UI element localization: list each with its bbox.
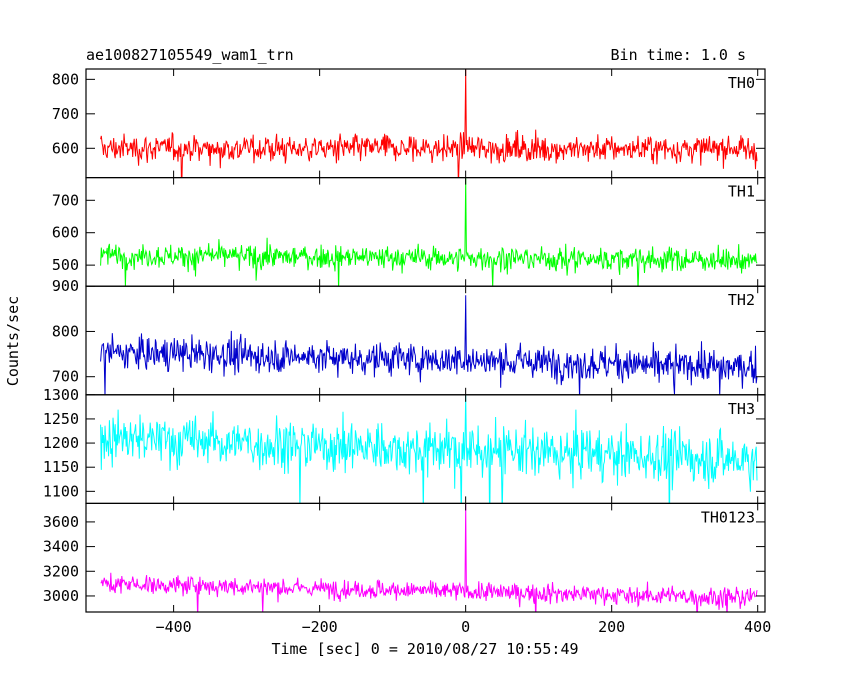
- x-tick-label: 0: [461, 618, 470, 636]
- y-tick-label: 1100: [43, 482, 79, 500]
- y-tick-label: 500: [52, 256, 79, 274]
- panel-th0: 600 700 800 TH0: [52, 68, 766, 179]
- y-tick-label: 900: [52, 277, 79, 295]
- series-line-th1: [100, 177, 758, 287]
- series-line-th0123: [100, 503, 758, 612]
- y-tick-label: 3000: [43, 587, 79, 605]
- panel-label-th0: TH0: [728, 74, 755, 92]
- chart-title: ae100827105549_wam1_trn: [86, 46, 294, 64]
- panel-th3: 1100 1150 1200 1250 1300 TH3: [43, 386, 766, 504]
- panel-label-th1: TH1: [728, 183, 755, 201]
- series-line-th2: [100, 295, 758, 395]
- y-tick-label: 600: [52, 224, 79, 242]
- x-tick-label: −400: [156, 618, 192, 636]
- y-tick-label: 800: [52, 70, 79, 88]
- y-tick-label: 700: [52, 191, 79, 209]
- y-tick-label: 3200: [43, 562, 79, 580]
- y-tick-label: 700: [52, 105, 79, 123]
- y-tick-label: 3400: [43, 538, 79, 556]
- bin-time-label: Bin time: 1.0 s: [611, 46, 746, 64]
- y-tick-label: 700: [52, 368, 79, 386]
- panel-label-th3: TH3: [728, 400, 755, 418]
- panel-frame: [85, 68, 766, 179]
- panel-label-th2: TH2: [728, 291, 755, 309]
- panel-frame: [85, 285, 766, 396]
- series-line-th0: [100, 69, 758, 178]
- x-tick-label: 400: [744, 618, 771, 636]
- x-axis-label: Time [sec] 0 = 2010/08/27 10:55:49: [271, 640, 578, 658]
- x-tick-label: 200: [598, 618, 625, 636]
- y-tick-label: 800: [52, 322, 79, 340]
- y-tick-label: 3600: [43, 513, 79, 531]
- y-tick-label: 1200: [43, 434, 79, 452]
- y-tick-label: 600: [52, 139, 79, 157]
- y-tick-label: 1250: [43, 410, 79, 428]
- panel-label-th0123: TH0123: [701, 508, 755, 526]
- y-tick-label: 1150: [43, 458, 79, 476]
- x-axis: −400 −200 0 200 400: [156, 618, 772, 636]
- x-tick-label: −200: [302, 618, 338, 636]
- y-tick-label: 1300: [43, 386, 79, 404]
- panel-frame: [85, 502, 766, 613]
- panel-th0123: 3000 3200 3400 3600 TH0123: [43, 502, 766, 613]
- series-line-th3: [100, 394, 758, 504]
- panels-group: 600 700 800 TH0 500 600 700 TH1 700 800 900 TH2 1100…: [43, 68, 766, 613]
- panel-th1: 500 600 700 TH1: [52, 177, 766, 287]
- panel-th2: 700 800 900 TH2: [52, 277, 766, 396]
- y-axis-label: Counts/sec: [4, 296, 22, 386]
